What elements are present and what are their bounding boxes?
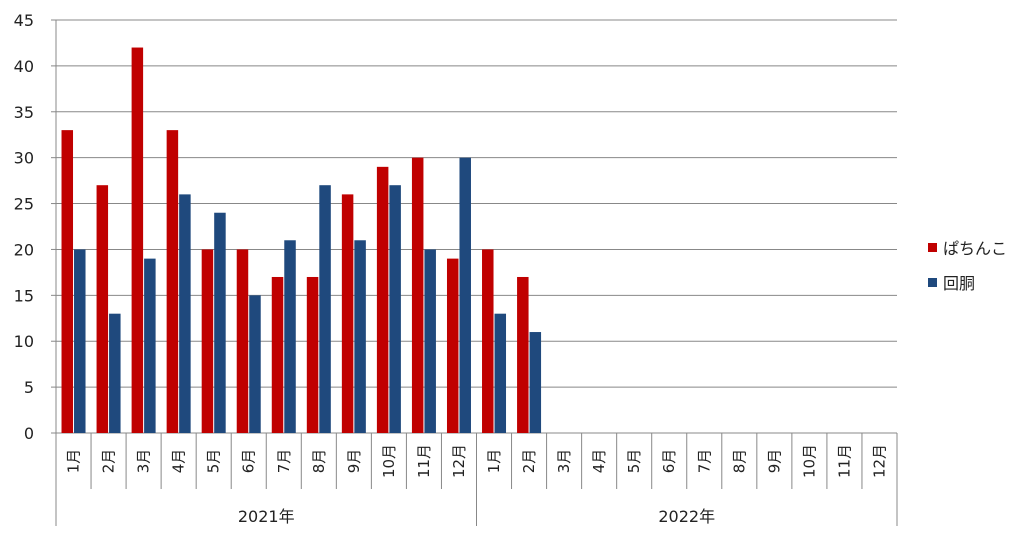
bar-2-6 [249, 295, 261, 433]
x-category-label: 6月 [660, 449, 678, 474]
bars [61, 47, 542, 434]
x-category-label: 9月 [765, 449, 783, 474]
bar-1-2 [96, 185, 109, 433]
bar-1-3 [131, 47, 144, 434]
bar-1-10 [376, 166, 389, 433]
x-category-label: 11月 [835, 444, 853, 478]
bar-1-6 [236, 249, 249, 433]
x-category-label: 8月 [730, 449, 748, 474]
y-tick-label: 15 [14, 286, 34, 305]
x-category-label: 3月 [135, 449, 153, 474]
gridlines [56, 19, 897, 434]
bar-2-8 [319, 185, 331, 433]
y-tick-label: 20 [14, 240, 34, 259]
x-category-label: 9月 [345, 449, 363, 474]
x-category-label: 8月 [310, 449, 328, 474]
bar-1-4 [166, 130, 179, 433]
bar-2-7 [284, 240, 296, 433]
y-tick-label: 0 [24, 424, 34, 443]
bar-2-5 [214, 212, 226, 433]
x-category-label: 12月 [870, 444, 888, 478]
y-axis-ticks: 0 5 10 15 20 25 30 35 40 45 [14, 11, 57, 443]
y-tick-label: 35 [14, 103, 34, 122]
x-category-label: 4月 [170, 449, 188, 474]
bar-1-13 [482, 249, 494, 433]
x-category-label: 5月 [625, 449, 643, 474]
y-tick-label: 5 [24, 378, 34, 397]
bar-1-9 [341, 194, 354, 433]
x-category-label: 6月 [240, 449, 258, 474]
bar-2-14 [529, 332, 542, 433]
x-category-label: 1月 [65, 449, 83, 474]
y-tick-label: 45 [14, 11, 34, 30]
bar-2-3 [144, 258, 156, 433]
bar-1-12 [446, 258, 459, 433]
x-category-label: 5月 [205, 449, 223, 474]
bar-1-7 [271, 276, 284, 433]
bar-2-1 [74, 249, 86, 433]
x-category-label: 3月 [555, 449, 573, 474]
x-group-label: 2022年 [658, 507, 715, 526]
legend-swatch-series-2 [928, 277, 937, 287]
y-tick-label: 30 [14, 149, 34, 168]
legend-label-series-2: 回胴 [943, 274, 976, 293]
bar-2-11 [424, 249, 436, 433]
bar-2-4 [179, 194, 191, 433]
x-category-label: 2月 [100, 449, 118, 474]
bar-1-8 [306, 276, 319, 433]
legend-label-series-1: ぱちんこ [943, 239, 1008, 258]
x-category-label: 1月 [485, 449, 503, 474]
x-category-label: 11月 [415, 444, 433, 478]
y-tick-label: 40 [14, 57, 34, 76]
bar-2-10 [389, 185, 401, 433]
bar-2-13 [494, 313, 507, 433]
legend-item-series-2: 回胴 [928, 271, 1007, 293]
x-category-label: 4月 [590, 449, 608, 474]
legend-item-series-1: ぱちんこ [928, 236, 1007, 258]
bar-1-5 [201, 249, 214, 433]
x-category-label: 7月 [695, 449, 713, 474]
bar-2-9 [354, 240, 366, 433]
bar-2-2 [109, 313, 121, 433]
legend-swatch-series-1 [928, 242, 937, 252]
y-tick-label: 10 [14, 332, 34, 351]
y-tick-label: 25 [14, 195, 34, 214]
x-category-label: 2月 [520, 449, 538, 474]
bar-2-12 [459, 157, 471, 433]
x-axis: 1月 2月 3月 4月 5月 6月 7月 8月 9月 10月 11月 12月 1月 2月 3月 4月 5月 6月 7… [55, 433, 898, 526]
bar-1-1 [61, 130, 74, 433]
x-category-label: 10月 [380, 444, 398, 478]
x-category-label: 10月 [800, 444, 818, 478]
legend: ぱちんこ 回胴 [928, 236, 1007, 306]
bar-1-11 [411, 157, 424, 433]
x-group-label: 2021年 [238, 507, 295, 526]
bar-1-14 [517, 276, 529, 433]
x-category-label: 12月 [450, 444, 468, 478]
x-category-label: 7月 [275, 449, 293, 474]
